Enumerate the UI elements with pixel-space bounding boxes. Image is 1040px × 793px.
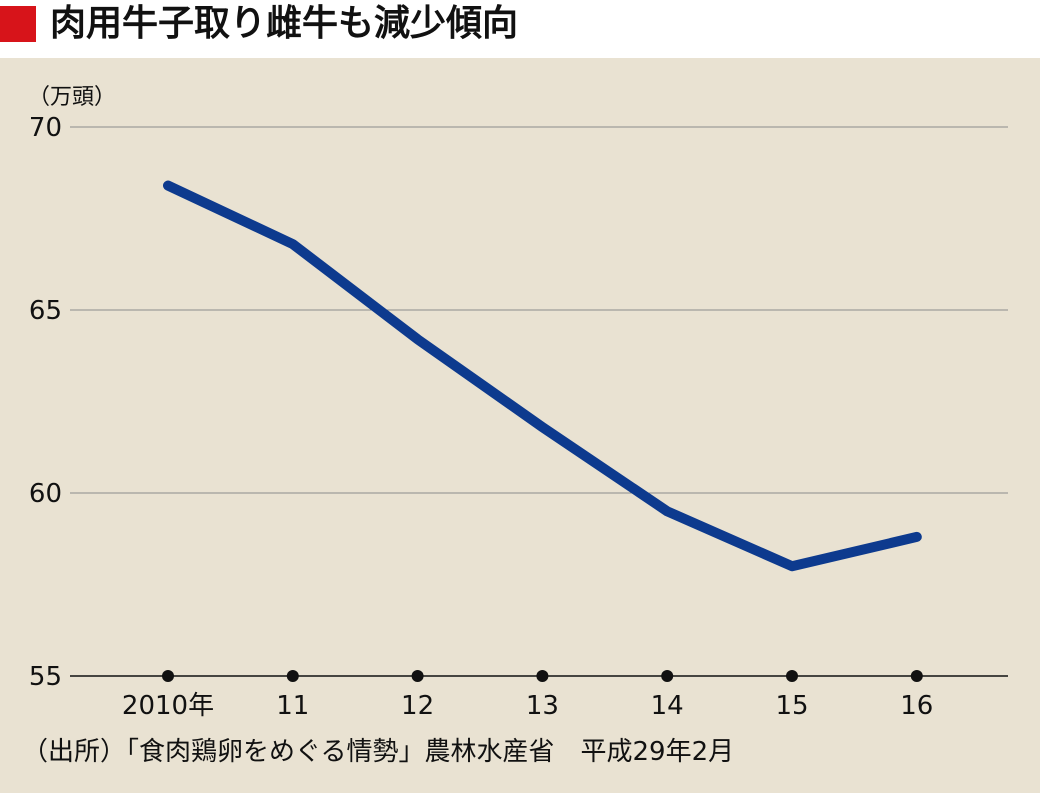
y-tick-label: 70 — [29, 113, 62, 143]
x-tick-label: 16 — [900, 691, 933, 721]
title-marker — [0, 6, 36, 42]
x-tick-label: 13 — [526, 691, 559, 721]
x-tick-dot — [411, 670, 424, 682]
x-tick-label: 12 — [401, 691, 434, 721]
series-layer — [163, 180, 922, 572]
x-tick-label: 11 — [276, 691, 309, 721]
x-tick-label: 15 — [775, 691, 808, 721]
title-bar: 肉用牛子取り雌牛も減少傾向 — [0, 0, 1040, 58]
x-tick-dot — [536, 670, 549, 682]
line-chart: 55 60 65 70 2010年 11 12 13 14 15 16 （万頭） — [28, 85, 1008, 721]
series-line — [163, 180, 922, 572]
x-tick-dot — [910, 670, 923, 682]
y-tick-label: 60 — [29, 479, 62, 509]
y-tick-labels: 55 60 65 70 — [29, 113, 62, 692]
x-tick-label: 14 — [651, 691, 684, 721]
source-note: （出所）「食肉鶏卵をめぐる情勢」農林水産省 平成29年2月 — [22, 737, 735, 767]
x-tick-dot — [162, 670, 174, 682]
x-tick-dot — [786, 670, 798, 682]
x-tick-dot — [286, 670, 299, 682]
y-tick-label: 55 — [29, 662, 62, 692]
x-tick-label: 2010年 — [122, 691, 214, 721]
x-tick-dot — [661, 670, 674, 682]
chart-title: 肉用牛子取り雌牛も減少傾向 — [50, 3, 519, 44]
y-unit-label: （万頭） — [28, 85, 116, 110]
x-axis: 2010年 11 12 13 14 15 16 — [122, 670, 933, 721]
y-tick-label: 65 — [29, 296, 62, 326]
